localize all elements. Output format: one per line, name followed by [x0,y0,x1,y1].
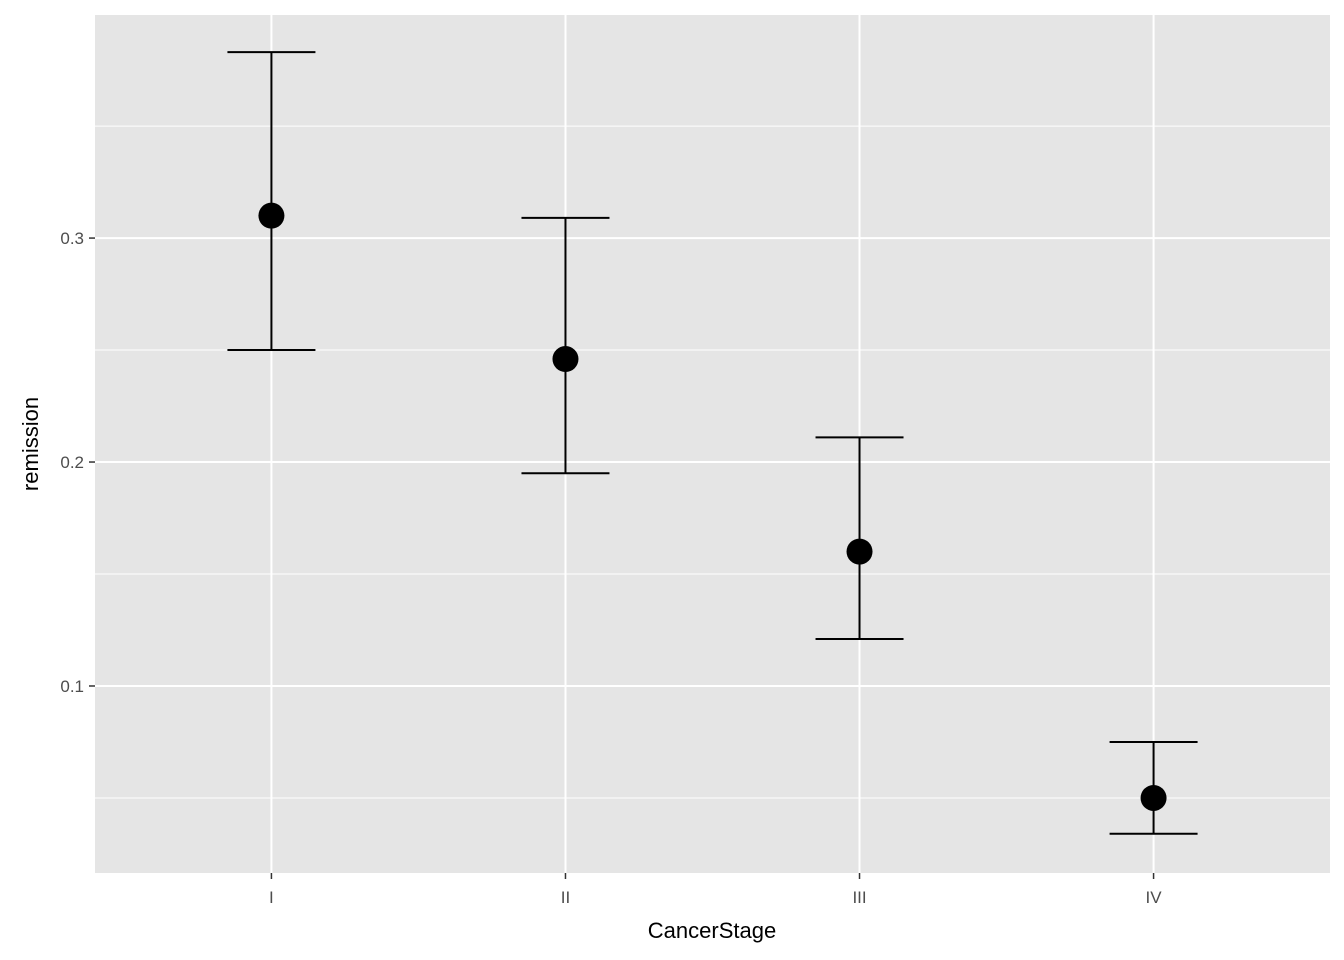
y-axis-title: remission [18,397,43,491]
x-tick-label: III [852,888,866,907]
data-marks [227,51,1198,835]
plot-panel [95,15,1330,873]
x-tick-label: I [269,888,274,907]
data-point [1140,784,1167,811]
axes: 0.10.20.3I II III IV [60,229,1162,907]
x-tick-label: IV [1146,888,1163,907]
data-point [846,538,873,565]
x-tick-label: II [561,888,570,907]
y-tick-label: 0.2 [60,453,84,472]
data-point [552,346,579,373]
x-axis-title: CancerStage [648,918,776,943]
y-tick-label: 0.3 [60,229,84,248]
y-tick-label: 0.1 [60,677,84,696]
data-point [258,202,285,229]
